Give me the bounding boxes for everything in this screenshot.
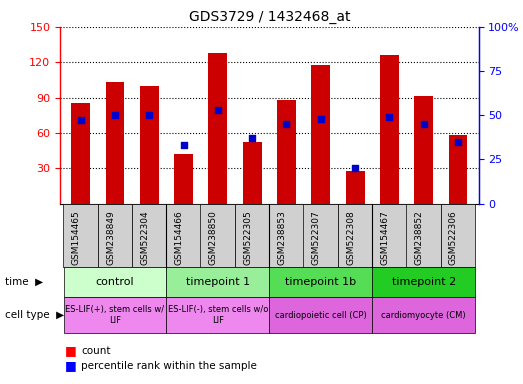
Point	[454, 139, 462, 145]
Text: GSM238850: GSM238850	[209, 210, 218, 265]
Point	[351, 165, 359, 171]
Point	[76, 118, 85, 124]
Text: cell type  ▶: cell type ▶	[5, 310, 64, 320]
Text: cardiomyocyte (CM): cardiomyocyte (CM)	[381, 311, 466, 319]
Point	[179, 142, 188, 148]
Bar	[243, 142, 262, 204]
Text: GSM522308: GSM522308	[346, 210, 355, 265]
Text: ES-LIF(-), stem cells w/o
LIF: ES-LIF(-), stem cells w/o LIF	[168, 305, 268, 325]
Title: GDS3729 / 1432468_at: GDS3729 / 1432468_at	[189, 10, 350, 25]
Bar	[311, 65, 330, 204]
Point	[419, 121, 428, 127]
Bar	[277, 100, 296, 204]
Point	[214, 107, 222, 113]
Point	[282, 121, 291, 127]
Point	[385, 114, 394, 120]
Text: GSM522305: GSM522305	[243, 210, 252, 265]
Bar	[71, 103, 90, 204]
Text: GSM154467: GSM154467	[380, 210, 390, 265]
Text: timepoint 1b: timepoint 1b	[285, 277, 356, 287]
Text: control: control	[96, 277, 134, 287]
Text: GSM238853: GSM238853	[278, 210, 287, 265]
Text: ES-LIF(+), stem cells w/
LIF: ES-LIF(+), stem cells w/ LIF	[65, 305, 165, 325]
Text: count: count	[81, 346, 110, 356]
Text: GSM522304: GSM522304	[140, 210, 149, 265]
Bar	[380, 55, 399, 204]
Bar	[414, 96, 433, 204]
Bar	[174, 154, 193, 204]
Text: time  ▶: time ▶	[5, 277, 43, 287]
Text: GSM154466: GSM154466	[175, 210, 184, 265]
Point	[316, 116, 325, 122]
Bar	[209, 53, 228, 204]
Bar	[346, 170, 365, 204]
Text: timepoint 1: timepoint 1	[186, 277, 250, 287]
Point	[248, 135, 256, 141]
Text: GSM522307: GSM522307	[312, 210, 321, 265]
Bar	[140, 86, 159, 204]
Bar	[449, 135, 468, 204]
Text: GSM154465: GSM154465	[72, 210, 81, 265]
Point	[111, 112, 119, 118]
Text: cardiopoietic cell (CP): cardiopoietic cell (CP)	[275, 311, 367, 319]
Text: ■: ■	[65, 359, 77, 372]
Text: ■: ■	[65, 344, 77, 357]
Bar	[106, 82, 124, 204]
Point	[145, 112, 153, 118]
Text: GSM522306: GSM522306	[449, 210, 458, 265]
Text: GSM238852: GSM238852	[415, 210, 424, 265]
Text: GSM238849: GSM238849	[106, 210, 115, 265]
Text: percentile rank within the sample: percentile rank within the sample	[81, 361, 257, 371]
Text: timepoint 2: timepoint 2	[392, 277, 456, 287]
